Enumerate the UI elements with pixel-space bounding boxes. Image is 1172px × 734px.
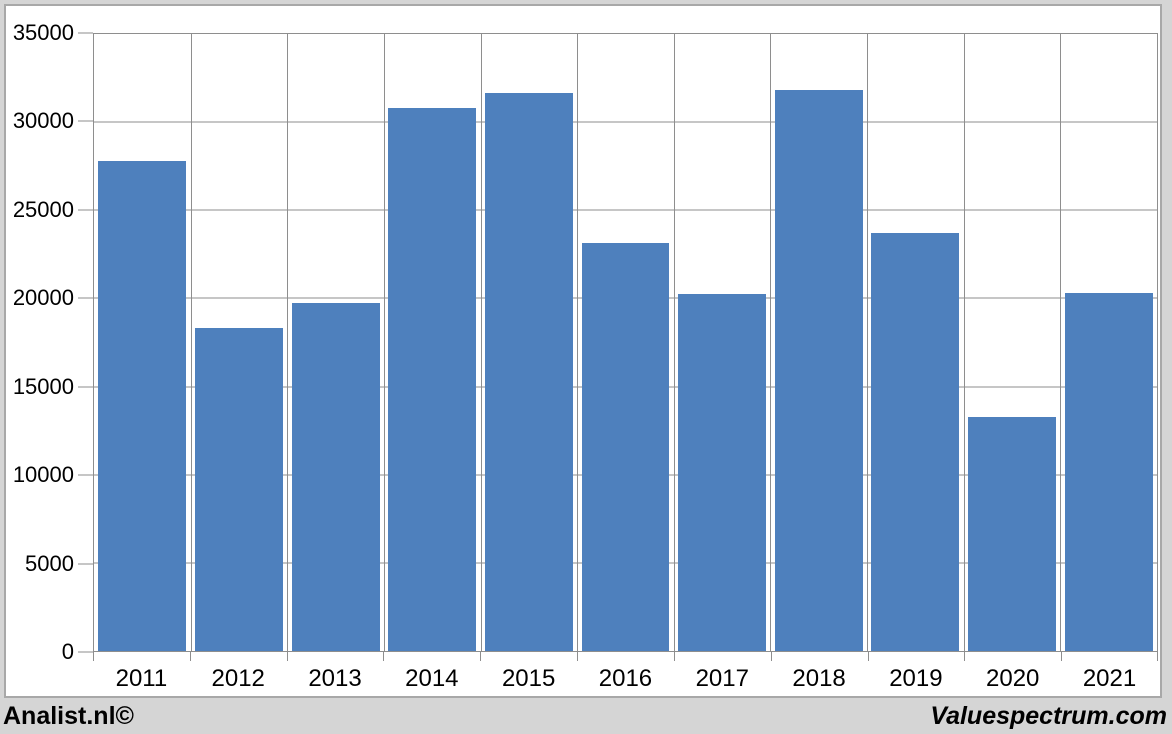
y-axis-label: 10000: [12, 462, 74, 488]
brand-analist: Analist.nl©: [3, 702, 134, 730]
y-axis-tick: [78, 297, 93, 299]
x-axis-label: 2019: [889, 665, 943, 692]
bar-column: [191, 34, 288, 651]
bar-column: [94, 34, 191, 651]
x-axis-tick: [770, 652, 772, 661]
plot-area: [93, 33, 1158, 652]
bar-column: [481, 34, 578, 651]
y-axis-label: 30000: [12, 108, 74, 134]
x-axis-tick: [1157, 652, 1158, 661]
x-axis-tick: [93, 652, 94, 661]
bar: [871, 233, 960, 651]
y-axis-tick: [78, 32, 93, 34]
x-axis-tick: [673, 652, 675, 661]
x-axis-tick: [286, 652, 288, 661]
y-axis-ticks: [78, 32, 93, 653]
h-gridline: [94, 121, 1157, 123]
y-axis-label: 20000: [12, 285, 74, 311]
bar-column: [287, 34, 384, 651]
bar: [581, 242, 670, 651]
v-gridline: [480, 34, 482, 651]
v-gridline: [963, 34, 965, 651]
bar-column: [674, 34, 771, 651]
bar: [968, 417, 1057, 651]
v-gridline: [190, 34, 192, 651]
bar-column: [577, 34, 674, 651]
y-axis-tick: [78, 120, 93, 122]
bar: [291, 302, 380, 651]
x-axis-tick: [964, 652, 966, 661]
chart-card: 0 5000 10000 15000 20000 25000 30000 35000 2011…: [4, 4, 1162, 698]
y-axis-label: 5000: [25, 550, 74, 576]
y-axis-label: 25000: [12, 196, 74, 222]
y-axis-tick: [78, 563, 93, 565]
y-axis-tick: [78, 651, 93, 653]
bar: [98, 160, 187, 651]
y-axis-tick: [78, 474, 93, 476]
y-axis-tick: [78, 209, 93, 211]
v-gridline: [577, 34, 579, 651]
x-axis-label: 2013: [308, 665, 362, 692]
x-axis-tick: [867, 652, 869, 661]
bar-series: [94, 34, 1157, 651]
x-axis-tick: [577, 652, 579, 661]
v-gridline: [1060, 34, 1062, 651]
x-axis-label: 2018: [792, 665, 846, 692]
x-axis-tick: [383, 652, 385, 661]
x-axis-label: 2016: [598, 665, 653, 692]
x-axis-label: 2021: [1082, 665, 1137, 692]
bar: [678, 294, 767, 651]
bar: [774, 89, 863, 651]
bar: [194, 328, 283, 651]
bar: [484, 93, 573, 651]
x-axis-label: 2011: [115, 665, 168, 692]
v-gridline: [770, 34, 772, 651]
x-axis-label: 2020: [986, 665, 1040, 692]
bar: [1064, 293, 1153, 651]
bar-column: [1060, 34, 1157, 651]
y-axis-labels: 0 5000 10000 15000 20000 25000 30000 35000: [6, 22, 74, 663]
x-axis-ticks: [93, 652, 1158, 661]
x-axis-labels: 2011 2012 2013 2014 2015 2016 2017 2018 2019 2020…: [93, 666, 1158, 694]
h-gridline: [94, 209, 1157, 211]
v-gridline: [867, 34, 869, 651]
bar-column: [964, 34, 1061, 651]
y-axis-label: 15000: [12, 373, 74, 399]
v-gridline: [287, 34, 289, 651]
x-axis-label: 2017: [695, 665, 749, 692]
y-axis-tick: [78, 386, 93, 388]
bar-column: [867, 34, 964, 651]
bar-column: [770, 34, 867, 651]
x-axis-label: 2014: [405, 665, 459, 692]
y-axis-label: 35000: [12, 20, 74, 45]
x-axis-label: 2015: [501, 665, 556, 692]
x-axis-tick: [189, 652, 191, 661]
v-gridline: [673, 34, 675, 651]
x-axis-label: 2012: [211, 665, 265, 692]
v-gridline: [383, 34, 385, 651]
x-axis-tick: [480, 652, 482, 661]
brand-valuespectrum: Valuespectrum.com: [930, 702, 1167, 730]
y-axis-label: 0: [61, 639, 74, 664]
bar: [388, 108, 477, 651]
bar-column: [384, 34, 481, 651]
x-axis-tick: [1061, 652, 1063, 661]
